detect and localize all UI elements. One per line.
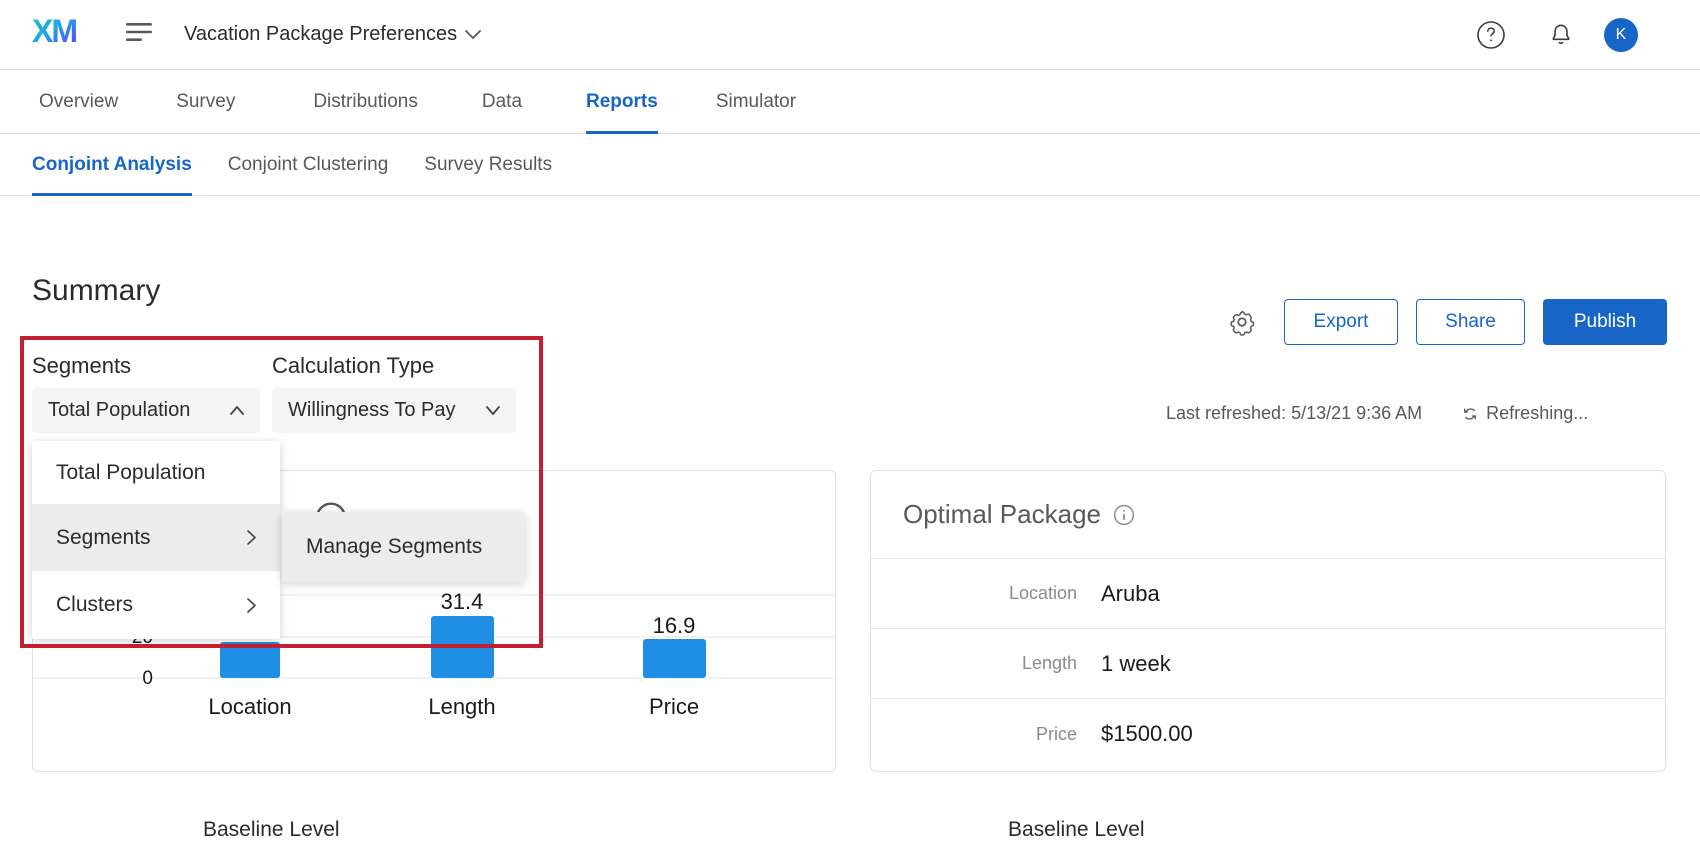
- svg-text:0: 0: [142, 668, 153, 689]
- svg-text:16.9: 16.9: [653, 613, 696, 638]
- svg-text:Price: Price: [649, 694, 699, 719]
- svg-text:Location: Location: [208, 694, 291, 719]
- svg-text:XM: XM: [32, 15, 76, 49]
- svg-text:31.4: 31.4: [441, 589, 484, 614]
- svg-text:Length: Length: [428, 694, 495, 719]
